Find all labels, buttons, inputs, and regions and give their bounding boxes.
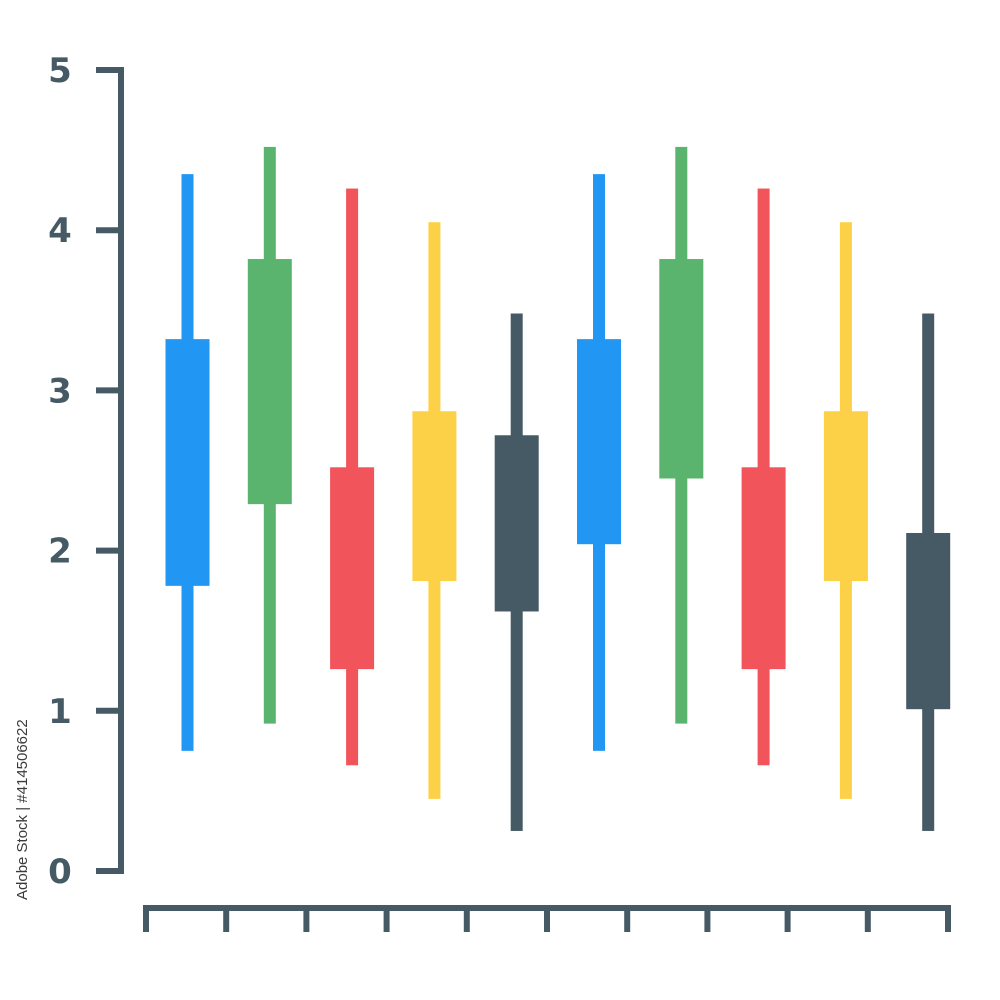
x-axis xyxy=(143,905,951,932)
candle xyxy=(494,313,539,831)
candle-body xyxy=(741,467,786,670)
y-tick-label: 3 xyxy=(48,371,72,411)
y-tick-label: 4 xyxy=(48,211,72,251)
candle xyxy=(823,222,868,799)
y-tick-label: 0 xyxy=(48,852,72,892)
candle-body xyxy=(494,435,539,612)
candle xyxy=(412,222,457,799)
candles xyxy=(165,146,951,831)
candle-body xyxy=(906,532,951,710)
candle xyxy=(165,174,210,751)
y-axis: 0 1 2 3 4 5 xyxy=(48,51,124,892)
candle xyxy=(577,174,621,751)
candle xyxy=(330,188,375,766)
y-tick-label: 1 xyxy=(48,692,72,732)
y-tick-label: 2 xyxy=(48,532,72,572)
candle xyxy=(906,313,951,831)
candle xyxy=(659,146,704,724)
y-tick-label: 5 xyxy=(48,51,72,91)
candle-body xyxy=(247,259,292,505)
candle-body xyxy=(412,411,457,582)
candle-body xyxy=(165,339,210,586)
candle-body xyxy=(330,467,375,670)
candle-body xyxy=(823,411,868,582)
candle-body xyxy=(577,339,621,545)
candle-body xyxy=(659,259,704,479)
stock-id-watermark: Adobe Stock | #414506622 xyxy=(14,719,31,900)
candle xyxy=(247,146,292,724)
candle xyxy=(741,188,786,766)
